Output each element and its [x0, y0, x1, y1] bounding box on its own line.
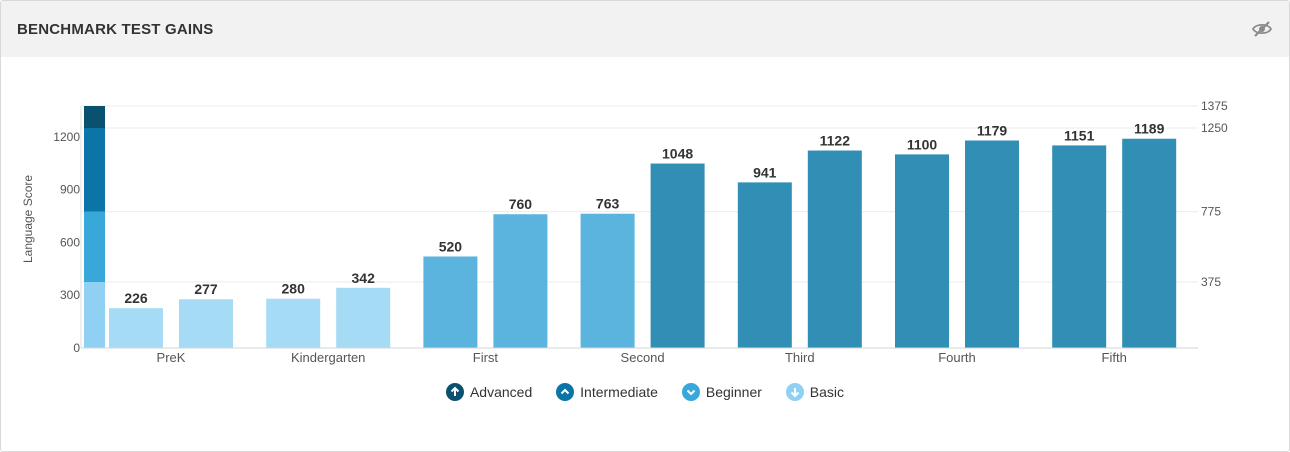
- bar: [1122, 138, 1177, 348]
- y-tick-label: 1200: [53, 130, 80, 144]
- card-title: BENCHMARK TEST GAINS: [17, 21, 214, 38]
- bar-value-label: 1122: [820, 133, 851, 149]
- bar-value-label: 520: [439, 238, 463, 254]
- bar: [266, 298, 321, 348]
- eye-slash-icon[interactable]: [1251, 19, 1273, 39]
- y-axis-label: Language Score: [21, 175, 35, 263]
- arrow-down-icon: [785, 383, 804, 401]
- bar-value-label: 760: [509, 196, 533, 212]
- bar-value-label: 1100: [907, 136, 938, 152]
- y2-tick-label: 1375: [1201, 99, 1228, 113]
- level-band-segment: [84, 282, 105, 348]
- grid-lines: [81, 105, 1198, 283]
- legend-item-beginner[interactable]: Beginner: [681, 383, 762, 401]
- bar-value-label: 277: [194, 281, 218, 297]
- y2-tick-label: 775: [1201, 205, 1221, 219]
- bar-chart: 226 277 280 342 520 760 763 1048 941 1122 1100 1179…: [21, 99, 1228, 365]
- bar: [737, 182, 792, 348]
- level-band: [84, 106, 105, 348]
- bar-value-label: 1048: [662, 146, 693, 162]
- y2-tick-label: 375: [1201, 275, 1221, 289]
- level-band-segment: [84, 211, 105, 282]
- level-band-segment: [84, 106, 105, 128]
- bar: [650, 163, 705, 348]
- x-tick-label: Fifth: [1102, 350, 1127, 365]
- bar: [807, 150, 862, 348]
- legend-label: Advanced: [469, 384, 533, 400]
- legend-item-intermediate[interactable]: Intermediate: [556, 383, 658, 401]
- legend-item-basic[interactable]: Basic: [785, 383, 845, 401]
- bar-value-label: 941: [753, 164, 777, 180]
- bar-value-label: 1151: [1064, 127, 1095, 143]
- y-tick-label: 0: [73, 341, 80, 355]
- bar-value-label: 226: [124, 290, 148, 306]
- bar: [580, 213, 635, 348]
- y-tick-label: 900: [60, 183, 80, 197]
- legend: Advanced Intermediate Beginner Basic: [1, 383, 1289, 401]
- legend-item-advanced[interactable]: Advanced: [445, 383, 533, 401]
- chevron-up-icon: [556, 383, 575, 401]
- x-tick-label: First: [473, 350, 499, 365]
- x-tick-label: Third: [785, 350, 815, 365]
- bar: [493, 214, 548, 348]
- y-tick-label: 300: [60, 288, 80, 302]
- bar: [109, 308, 163, 348]
- bar: [336, 287, 391, 348]
- arrow-up-icon: [445, 383, 464, 401]
- bar-value-label: 1189: [1134, 121, 1165, 137]
- level-band-segment: [84, 128, 105, 212]
- bar: [1052, 145, 1107, 348]
- legend-label: Beginner: [705, 384, 762, 400]
- bar-value-label: 342: [352, 270, 376, 286]
- bar-value-label: 280: [282, 281, 306, 297]
- chevron-down-icon: [681, 383, 700, 401]
- axes: 0 300 600 900 1200 375 775 1250 1375 PreK Kinderga…: [53, 99, 1228, 365]
- bar: [179, 299, 233, 348]
- data-labels: 226 277 280 342 520 760 763 1048 941 1122 1100 1179…: [124, 121, 1164, 306]
- x-tick-label: Fourth: [938, 350, 976, 365]
- y-tick-label: 600: [60, 235, 80, 249]
- bar: [965, 140, 1019, 348]
- legend-label: Intermediate: [580, 384, 658, 400]
- x-tick-label: Second: [621, 350, 665, 365]
- y2-tick-label: 1250: [1201, 121, 1228, 135]
- x-tick-label: Kindergarten: [291, 350, 365, 365]
- bar: [895, 154, 949, 348]
- x-tick-label: PreK: [157, 350, 186, 365]
- bar: [423, 256, 478, 348]
- bar-value-label: 763: [596, 196, 620, 212]
- card-header: BENCHMARK TEST GAINS: [1, 1, 1289, 57]
- bar-value-label: 1179: [977, 122, 1008, 138]
- bars: [109, 138, 1177, 348]
- legend-label: Basic: [809, 384, 845, 400]
